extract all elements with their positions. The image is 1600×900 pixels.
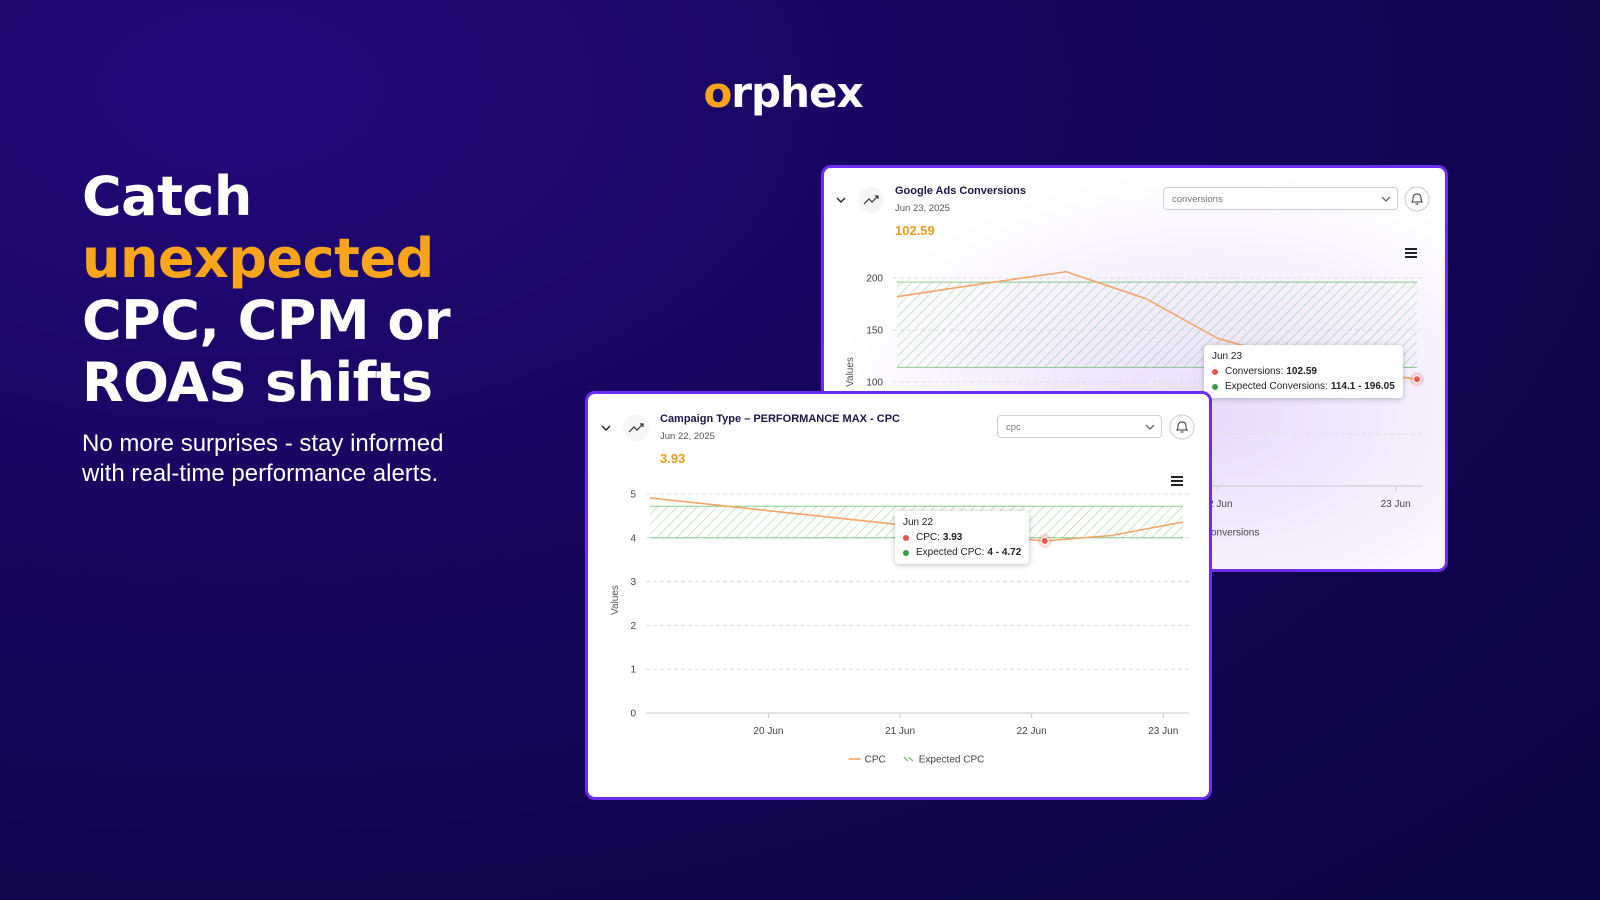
y-tick-label: 5: [630, 490, 636, 501]
headline-line: ROAS shifts: [82, 351, 433, 414]
alert-bell-button: [1169, 414, 1195, 440]
card-title: Google Ads Conversions: [895, 185, 1027, 197]
metric-dropdown[interactable]: cpc: [997, 415, 1162, 438]
highlight-point: [1040, 536, 1049, 545]
tooltip-date: Jun 22: [903, 517, 934, 528]
subheadline-line: No more surprises - stay informed: [82, 430, 444, 457]
legend-swatch: [903, 756, 914, 762]
y-tick-label: 1: [630, 665, 636, 676]
trend-icon-bg: [858, 187, 884, 213]
menu-icon-bar: [1405, 248, 1417, 250]
tooltip: Jun 22 CPC: 3.93 Expected CPC: 4 - 4.72: [895, 511, 1030, 564]
menu-icon-bar: [1405, 252, 1417, 254]
x-tick-label: 22 Jun: [1203, 499, 1233, 510]
tooltip-row: Conversions: 102.59: [1212, 366, 1395, 377]
headline-line: Catch: [82, 165, 252, 228]
tooltip-label: Conversions:: [1225, 366, 1284, 377]
subheadline: No more surprises - stay informed with re…: [82, 429, 443, 489]
y-tick-label: 150: [866, 326, 883, 337]
tooltip-row: Expected CPC: 4 - 4.72: [903, 547, 1021, 558]
tooltip-value: 4 - 4.72: [987, 547, 1022, 558]
collapse-chevron: [601, 425, 611, 431]
dropdown-chevron: [1145, 424, 1155, 430]
card-value: 3.93: [660, 451, 686, 466]
metric-dropdown[interactable]: conversions: [1163, 187, 1398, 210]
tooltip-dot: [903, 549, 909, 556]
trend-icon: [628, 423, 644, 433]
headline: Catch unexpected CPC, CPM or ROAS shifts: [82, 165, 451, 414]
menu-icon-bar: [1171, 484, 1183, 486]
logo-accent: o: [703, 68, 732, 117]
tooltip-dot: [1212, 383, 1218, 390]
menu-icon-bar: [1171, 480, 1183, 482]
headline-line: CPC, CPM or: [82, 289, 451, 352]
trend-icon: [863, 195, 879, 205]
tooltip-dot: [903, 534, 909, 541]
card-date: Jun 22, 2025: [660, 431, 715, 442]
tooltip-value: 3.93: [942, 532, 963, 543]
card-value: 102.59: [895, 223, 935, 238]
y-tick-label: 3: [630, 577, 636, 588]
alert-bell-button: [1404, 186, 1430, 212]
highlight-point: [1413, 375, 1421, 384]
logo: orphex: [0, 68, 1566, 117]
collapse-chevron: [836, 197, 846, 203]
menu-icon-bar: [1171, 476, 1183, 478]
chart-root: 0 1 2 3 4 5 20 Jun 21 Jun 22 Jun 23 Jun Values CPC E…: [601, 414, 1195, 766]
tooltip-label: Expected Conversions:: [1225, 381, 1328, 392]
dropdown-chevron-path: [1381, 196, 1391, 202]
card-title: Campaign Type – PERFORMANCE MAX - CPC: [660, 413, 900, 425]
y-axis-label: Values: [845, 357, 856, 387]
x-tick-label: 23 Jun: [1381, 499, 1411, 510]
y-tick-label: 200: [866, 274, 883, 285]
x-tick-label: 23 Jun: [1148, 726, 1178, 737]
dropdown-chevron: [1381, 196, 1391, 202]
legend: CPC Expected CPC: [848, 755, 985, 766]
alert-bell-icon: [1410, 193, 1424, 205]
chart-card: 0 1 2 3 4 5 20 Jun 21 Jun 22 Jun 23 Jun Values CPC E…: [585, 391, 1212, 800]
trend-icon-bg: [623, 415, 649, 441]
x-tick-label: 21 Jun: [885, 726, 915, 737]
y-tick-label: 4: [630, 533, 636, 544]
alert-bell-icon: [1175, 421, 1189, 433]
tooltip-label: Expected CPC:: [916, 547, 985, 558]
tooltip-row: Expected Conversions: 114.1 - 196.05: [1212, 381, 1395, 392]
y-tick-label: 100: [866, 378, 883, 389]
card-date: Jun 23, 2025: [895, 203, 950, 214]
header-icons: [836, 186, 1430, 258]
legend-label: CPC: [865, 755, 886, 766]
x-tick-label: 22 Jun: [1017, 726, 1047, 737]
legend-label: Expected CPC: [919, 755, 985, 766]
tooltip-date: Jun 23: [1212, 351, 1243, 362]
tooltip-label: CPC:: [916, 532, 940, 543]
tooltip-dot: [1212, 368, 1218, 375]
dropdown-chevron-path: [1145, 424, 1155, 430]
tooltip: Jun 23 Conversions: 102.59 Expected Convers…: [1204, 345, 1403, 398]
y-tick-label: 0: [630, 709, 636, 720]
tooltip-row: CPC: 3.93: [903, 532, 1021, 543]
tooltip-value: 102.59: [1286, 366, 1317, 377]
tooltip-value: 114.1 - 196.05: [1330, 381, 1395, 392]
y-axis-label: Values: [610, 585, 621, 615]
menu-icon-bar: [1405, 256, 1417, 258]
headline-line: unexpected: [82, 227, 434, 290]
header-icons: [601, 414, 1195, 486]
subheadline-line: with real-time performance alerts.: [82, 460, 439, 487]
y-tick-label: 2: [630, 621, 636, 632]
x-tick-label: 20 Jun: [753, 726, 783, 737]
logo-rest: rphex: [731, 68, 863, 117]
